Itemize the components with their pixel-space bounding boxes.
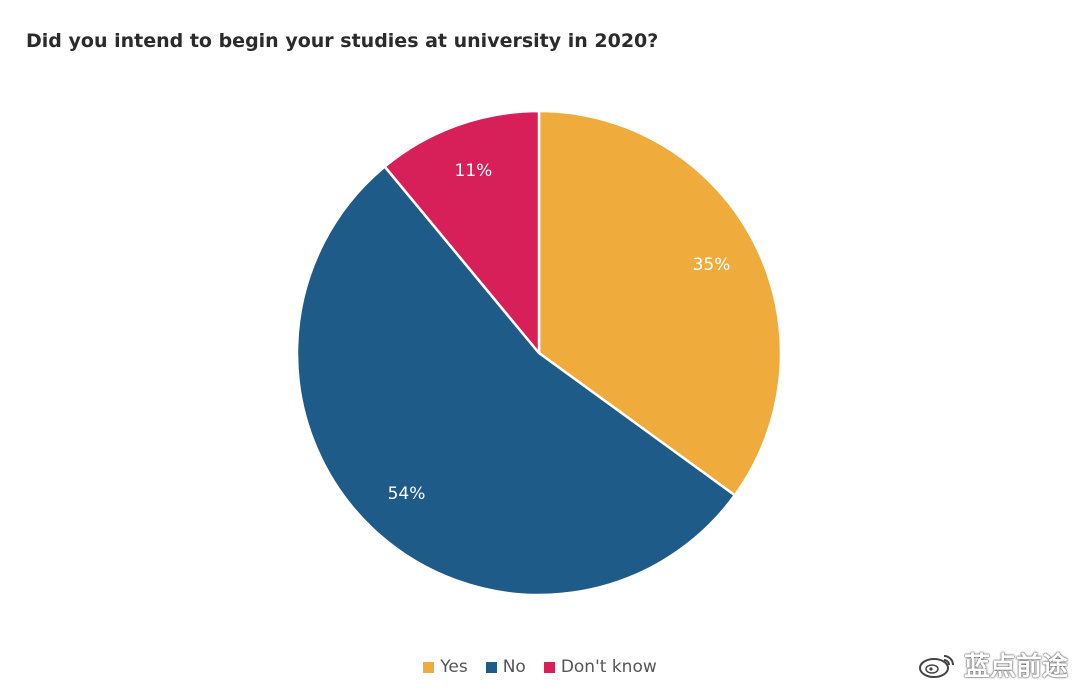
pie-label-dont-know: 11% (455, 161, 493, 181)
chart-legend: Yes No Don't know (0, 657, 1080, 677)
chart-title: Did you intend to begin your studies at … (26, 30, 659, 52)
legend-item-yes[interactable]: Yes (423, 657, 468, 677)
pie-label-no: 54% (388, 484, 426, 504)
legend-swatch-yes (423, 661, 435, 673)
pie-slice-dont-know[interactable] (383, 109, 541, 355)
weibo-icon (918, 654, 954, 678)
legend-label-dont-know: Don't know (560, 657, 657, 677)
pie-label-yes: 35% (693, 255, 731, 275)
pie-slice-no[interactable] (295, 165, 737, 597)
legend-swatch-dont-know (543, 661, 555, 673)
legend-swatch-no (485, 661, 497, 673)
legend-label-yes: Yes (440, 657, 468, 677)
watermark-text: 蓝点前途 (963, 652, 1068, 682)
pie-labels: 35% 54% 11% (388, 161, 731, 504)
legend-label-no: No (502, 657, 526, 677)
pie-slices (295, 109, 783, 597)
pie-slice-yes[interactable] (537, 109, 783, 497)
legend-item-dont-know[interactable]: Don't know (543, 657, 657, 677)
watermark: 蓝点前途 (918, 646, 1068, 683)
legend-item-no[interactable]: No (485, 657, 526, 677)
